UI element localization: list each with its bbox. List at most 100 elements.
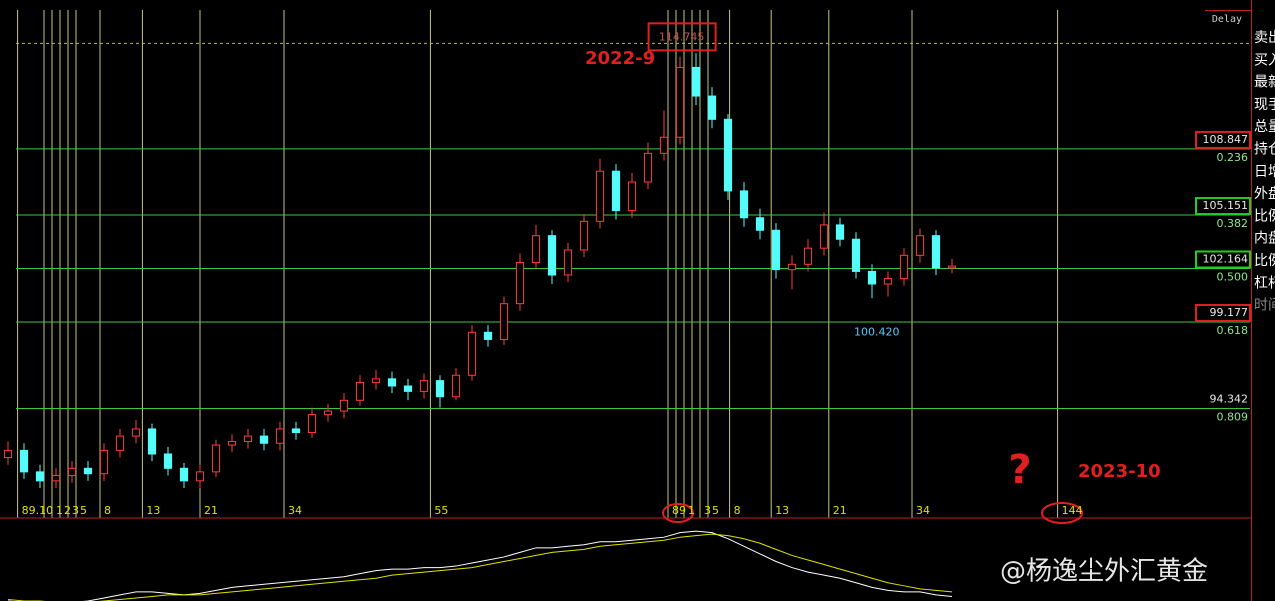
candle-body (771, 229, 781, 271)
candle-body (51, 474, 61, 482)
indicator-line (8, 530, 953, 601)
candle-body (691, 66, 701, 97)
candle-body (643, 152, 653, 183)
candle-body (275, 428, 285, 444)
candle-body (947, 265, 957, 269)
time-zone-label: 8 (104, 504, 111, 517)
fib-price-label: 99.177 (1210, 306, 1249, 319)
side-panel: 卖出买入最新现手总量持仓日增外盘比例内盘比例杠杆时间 (1254, 30, 1275, 314)
fib-price-label: 105.151 (1203, 199, 1249, 212)
time-zone-label: 2 (64, 504, 71, 517)
candle-body (803, 247, 813, 265)
candle-body (419, 380, 429, 392)
candle-body (131, 428, 141, 437)
side-label: 最新 (1254, 75, 1275, 91)
candle-body (243, 435, 253, 442)
candle-body (499, 303, 509, 340)
highlight-circle (1041, 502, 1083, 524)
plot-area (3, 10, 1250, 518)
time-zone-label: 1 (688, 504, 695, 517)
candle-body (611, 170, 621, 212)
low-label: 100.420 (854, 326, 900, 339)
time-zone-label: 3 (704, 504, 711, 517)
candle-body (707, 95, 717, 120)
candle-body (531, 235, 541, 263)
delay-label: Delay (1212, 14, 1242, 25)
fib-ratio-label: 0.382 (1217, 217, 1249, 230)
candle-body (83, 467, 93, 475)
level-box (1195, 130, 1251, 149)
candle-body (595, 170, 605, 222)
side-label: 杠杆 (1254, 275, 1275, 291)
candle-body (915, 235, 925, 256)
level-box (1195, 197, 1251, 216)
side-label: 现手 (1254, 97, 1275, 113)
candle-body (627, 181, 637, 212)
candle-body (291, 428, 301, 434)
candle-body (403, 385, 413, 392)
time-zone-label: 21 (833, 504, 847, 517)
level-box (647, 22, 717, 52)
candle-body (35, 471, 45, 482)
high-label: 114.745 (659, 30, 705, 43)
time-zone-label: 1 (56, 504, 63, 517)
side-label: 外盘 (1254, 185, 1275, 202)
candle-body (67, 467, 77, 476)
time-zone-label: 13 (146, 504, 160, 517)
fib-ratio-label: 0.500 (1217, 271, 1249, 284)
indicator-panel (7, 530, 953, 601)
candle-body (547, 235, 557, 276)
candle-body (323, 410, 333, 416)
candle-body (195, 471, 205, 482)
fib-price-label: 108.847 (1203, 133, 1249, 146)
candle-body (451, 374, 461, 398)
side-label: 比例 (1254, 253, 1275, 269)
watermark: @杨逸尘外汇黄金 (1000, 557, 1208, 587)
indicator-line (7, 533, 953, 601)
time-zone-label: 144 (1062, 504, 1083, 517)
candle-body (3, 449, 13, 459)
candle-body (931, 235, 941, 269)
candle-body (579, 220, 589, 251)
candle-body (99, 449, 109, 475)
candle-body (227, 440, 237, 446)
candle-body (867, 270, 877, 285)
candle-body (739, 190, 749, 219)
candle-body (467, 331, 477, 376)
fib-ratio-label: 0.618 (1217, 324, 1249, 337)
side-label: 卖出 (1254, 30, 1275, 46)
time-zone-label: 34 (916, 504, 930, 517)
candle-body (211, 444, 221, 473)
candle-body (659, 136, 669, 154)
time-zone-label: 8 (734, 504, 741, 517)
side-label: 比例 (1254, 208, 1275, 224)
annotation: 2022-9 (585, 48, 655, 69)
candle-body (675, 66, 685, 138)
side-label: 持仓 (1254, 142, 1275, 158)
annotation: ? (1008, 447, 1031, 493)
time-zone-label: 89.10 (22, 504, 53, 517)
side-label: 内盘 (1254, 230, 1275, 247)
fib-price-label: 102.164 (1203, 253, 1249, 266)
candle-body (307, 414, 317, 434)
side-label: 买入 (1254, 52, 1275, 68)
candle-body (835, 224, 845, 240)
time-zone-label: 55 (434, 504, 448, 517)
time-zone-label: 21 (204, 504, 218, 517)
candle-body (483, 331, 493, 340)
fib-ratio-label: 0.236 (1217, 151, 1249, 164)
time-zone-label: 5 (80, 504, 87, 517)
candle-body (435, 380, 445, 398)
candle-body (179, 467, 189, 482)
candle-body (19, 449, 29, 473)
level-box (1195, 303, 1251, 322)
candle-body (259, 435, 269, 444)
candle-body (355, 381, 365, 401)
candle-body (147, 428, 157, 455)
side-label: 时间 (1254, 298, 1275, 314)
candle-body (723, 118, 733, 192)
side-label: 日增 (1254, 164, 1275, 180)
